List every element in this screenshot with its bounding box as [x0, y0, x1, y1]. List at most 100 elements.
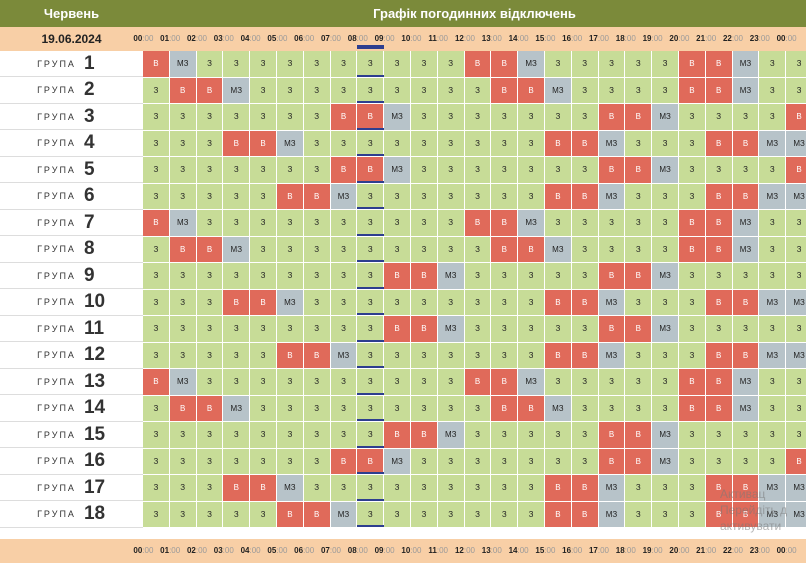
schedule-cell: В	[491, 395, 518, 421]
schedule-cell: З	[625, 236, 652, 262]
schedule-cell: В	[196, 77, 223, 103]
schedule-cell: В	[598, 316, 625, 342]
hour-label: 12:00	[452, 27, 479, 51]
schedule-cell: З	[303, 157, 330, 183]
schedule-cell: З	[330, 130, 357, 156]
group-word: ГРУПА	[37, 509, 76, 519]
schedule-cell: МЗ	[652, 422, 678, 448]
hour-label: 10:00	[398, 27, 425, 51]
schedule-cell: З	[196, 183, 223, 209]
schedule-cell: МЗ	[223, 77, 250, 103]
schedule-cell: З	[732, 104, 759, 130]
hour-value: 09	[374, 34, 384, 43]
schedule-cell: З	[545, 263, 571, 289]
schedule-cell: В	[732, 342, 759, 368]
group-number: 13	[83, 370, 106, 392]
schedule-cell: В	[705, 210, 732, 236]
group-number: 8	[83, 238, 95, 259]
schedule-cell: В	[625, 448, 652, 474]
schedule-cell: З	[652, 51, 678, 77]
group-label: ГРУПА 17	[0, 475, 143, 501]
schedule-cell: З	[223, 157, 250, 183]
schedule-cell: З	[464, 157, 491, 183]
group-word: ГРУПА	[37, 244, 76, 254]
schedule-cell: З	[437, 395, 464, 421]
hour-label: 19:00	[639, 539, 666, 563]
schedule-cell: З	[169, 342, 196, 368]
minute-value: :00	[356, 34, 368, 43]
hour-label: 09:00	[371, 27, 398, 51]
schedule-cell: З	[223, 422, 250, 448]
schedule-cell: З	[411, 51, 437, 77]
schedule-cell: З	[250, 501, 276, 527]
current-hour-row-marker	[357, 445, 385, 448]
schedule-cell: В	[598, 448, 625, 474]
schedule-cell: В	[545, 130, 571, 156]
group-number: 6	[83, 185, 95, 206]
hour-label: 07:00	[318, 539, 345, 563]
schedule-cell: З	[759, 210, 786, 236]
schedule-cell: З	[679, 422, 705, 448]
schedule-cell: З	[679, 342, 705, 368]
group-word: ГРУПА	[37, 270, 76, 281]
schedule-cell: З	[223, 369, 250, 395]
group-word: ГРУПА	[37, 138, 76, 148]
schedule-cell: МЗ	[786, 501, 806, 527]
group-word: ГРУПА	[37, 111, 76, 122]
schedule-cell: З	[759, 157, 786, 183]
schedule-cell: З	[732, 422, 759, 448]
schedule-cell: З	[143, 263, 169, 289]
schedule-cell: З	[732, 316, 759, 342]
schedule-cell: З	[679, 157, 705, 183]
schedule-cell: МЗ	[759, 289, 786, 315]
schedule-cell: В	[411, 263, 437, 289]
schedule-cell: В	[143, 51, 169, 77]
hour-value: 13	[481, 34, 491, 43]
schedule-cell: МЗ	[437, 316, 464, 342]
schedule-cell: З	[357, 475, 384, 501]
schedule-cell: З	[464, 263, 491, 289]
hour-label: 18:00	[612, 27, 639, 51]
schedule-cell: З	[303, 395, 330, 421]
schedule-cell: З	[196, 316, 223, 342]
schedule-cell: З	[411, 130, 437, 156]
schedule-cell: МЗ	[786, 289, 806, 315]
schedule-cell: В	[491, 51, 518, 77]
schedule-cell: З	[786, 316, 806, 342]
schedule-cell: З	[491, 316, 518, 342]
schedule-cell: З	[357, 342, 384, 368]
schedule-cell: МЗ	[786, 342, 806, 368]
schedule-cell: З	[625, 342, 652, 368]
schedule-cell: З	[223, 263, 250, 289]
hour-value: 17	[588, 546, 598, 555]
schedule-cell: З	[732, 448, 759, 474]
schedule-cell: МЗ	[759, 501, 786, 527]
schedule-cell: З	[303, 448, 330, 474]
schedule-cell: З	[143, 395, 169, 421]
schedule-cell: З	[545, 448, 571, 474]
schedule-cell: З	[411, 157, 437, 183]
schedule-cell: МЗ	[598, 342, 625, 368]
hour-label: 16:00	[559, 539, 586, 563]
minute-value: :00	[731, 34, 743, 43]
group-label: ГРУПА 10	[0, 289, 143, 316]
minute-value: :00	[410, 34, 422, 43]
schedule-cell: З	[303, 316, 330, 342]
hour-label: 05:00	[264, 27, 291, 51]
schedule-cell: МЗ	[277, 289, 303, 315]
current-hour-row-marker	[357, 233, 385, 236]
schedule-cell: З	[223, 448, 250, 474]
schedule-cell: З	[786, 369, 806, 395]
hour-value: 14	[508, 546, 518, 555]
schedule-cell: З	[518, 316, 544, 342]
schedule-cell: В	[545, 183, 571, 209]
schedule-cell: МЗ	[437, 422, 464, 448]
hour-value: 00	[776, 546, 786, 555]
schedule-cell: В	[571, 183, 598, 209]
group-number: 10	[83, 291, 106, 312]
hour-value: 02	[186, 34, 196, 43]
schedule-grid: ГРУПА 1 В МЗ З З З З З З З З З З В В МЗ З З З З З В В МЗ З З ГРУПА 2…	[0, 51, 806, 539]
schedule-cell: З	[384, 475, 410, 501]
schedule-cell: З	[196, 422, 223, 448]
current-hour-row-marker	[357, 313, 385, 315]
